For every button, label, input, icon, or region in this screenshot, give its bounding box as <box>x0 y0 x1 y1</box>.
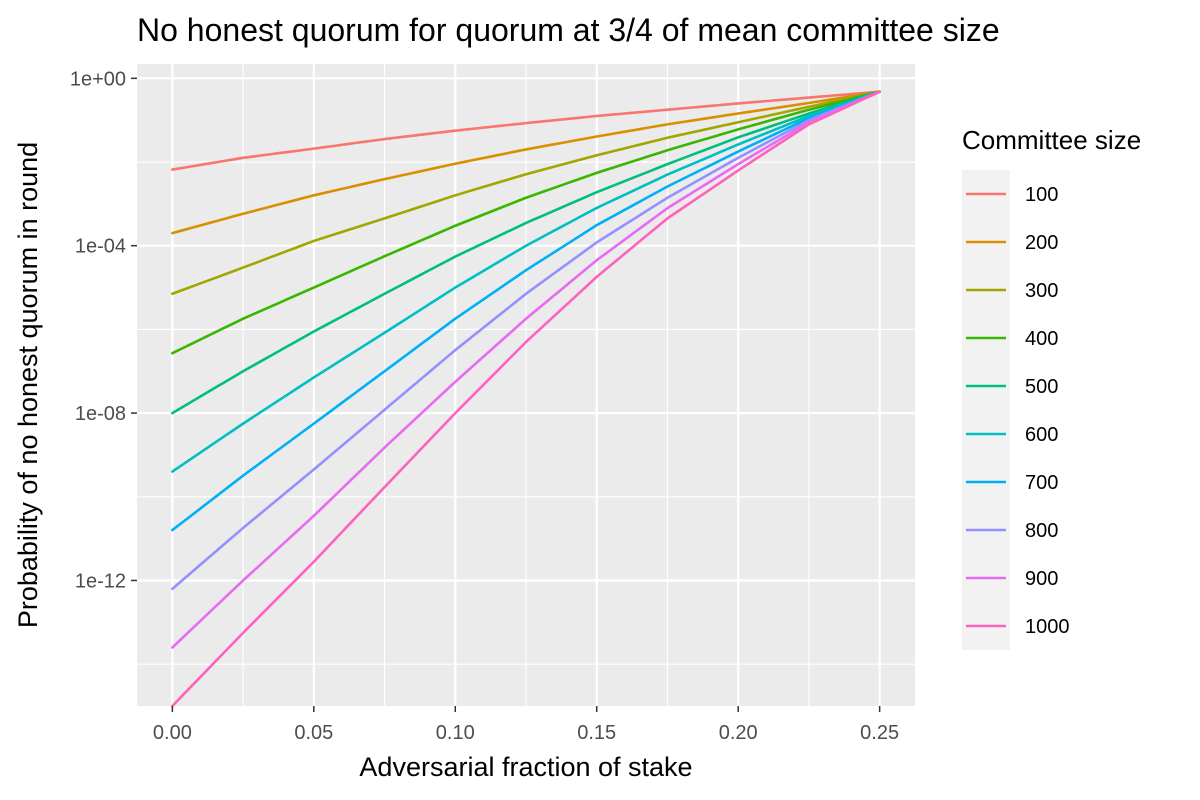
series-line-900 <box>171 90 881 649</box>
legend-label-900: 900 <box>1025 568 1058 590</box>
y-tick-label: 1e-04 <box>75 236 126 258</box>
legend-label-500: 500 <box>1025 376 1058 398</box>
legend-label-400: 400 <box>1025 328 1058 350</box>
grid <box>137 64 915 706</box>
x-tick-label: 0.10 <box>436 722 475 744</box>
series-lines <box>171 90 881 708</box>
x-axis-title: Adversarial fraction of stake <box>359 752 692 782</box>
x-tick-label: 0.00 <box>153 722 192 744</box>
y-tick-label: 1e-08 <box>75 403 126 425</box>
legend-label-800: 800 <box>1025 520 1058 542</box>
x-tick-label: 0.05 <box>294 722 333 744</box>
legend-key-background <box>962 170 1010 650</box>
series-line-300 <box>171 90 881 296</box>
series-line-400 <box>171 90 881 355</box>
series-line-1000 <box>171 90 881 708</box>
series-line-800 <box>171 90 881 591</box>
series-line-500 <box>171 90 881 415</box>
legend-label-700: 700 <box>1025 472 1058 494</box>
legend-label-600: 600 <box>1025 424 1058 446</box>
x-tick-label: 0.25 <box>860 722 899 744</box>
series-line-200 <box>171 90 881 235</box>
legend: Committee size 100 200 300 400 500 600 700 800 9… <box>962 125 1141 650</box>
series-line-100 <box>171 90 881 171</box>
y-axis: 1e+00 1e-04 1e-08 1e-12 <box>70 68 137 592</box>
x-tick-label: 0.20 <box>719 722 758 744</box>
series-line-700 <box>171 90 881 532</box>
x-tick-label: 0.15 <box>577 722 616 744</box>
y-tick-label: 1e-12 <box>75 570 126 592</box>
chart-title: No honest quorum for quorum at 3/4 of me… <box>137 12 1000 48</box>
legend-label-1000: 1000 <box>1025 616 1070 638</box>
legend-title: Committee size <box>962 125 1141 155</box>
legend-label-200: 200 <box>1025 232 1058 254</box>
x-axis: 0.00 0.05 0.10 0.15 0.20 0.25 <box>153 706 899 744</box>
y-axis-title: Probability of no honest quorum in round <box>13 142 43 628</box>
y-tick-label: 1e+00 <box>70 68 126 90</box>
series-line-600 <box>171 90 881 473</box>
legend-label-100: 100 <box>1025 184 1058 206</box>
legend-label-300: 300 <box>1025 280 1058 302</box>
